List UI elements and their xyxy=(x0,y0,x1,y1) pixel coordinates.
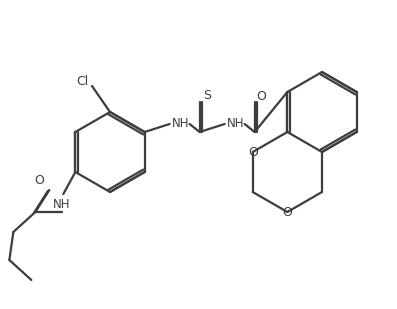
Text: NH: NH xyxy=(172,116,189,129)
Text: O: O xyxy=(35,175,44,188)
Text: O: O xyxy=(282,205,292,218)
Text: NH: NH xyxy=(53,198,70,211)
Text: O: O xyxy=(248,146,258,159)
Text: NH: NH xyxy=(227,116,245,129)
Text: Cl: Cl xyxy=(76,74,88,87)
Text: S: S xyxy=(202,88,211,101)
Text: O: O xyxy=(257,90,266,103)
